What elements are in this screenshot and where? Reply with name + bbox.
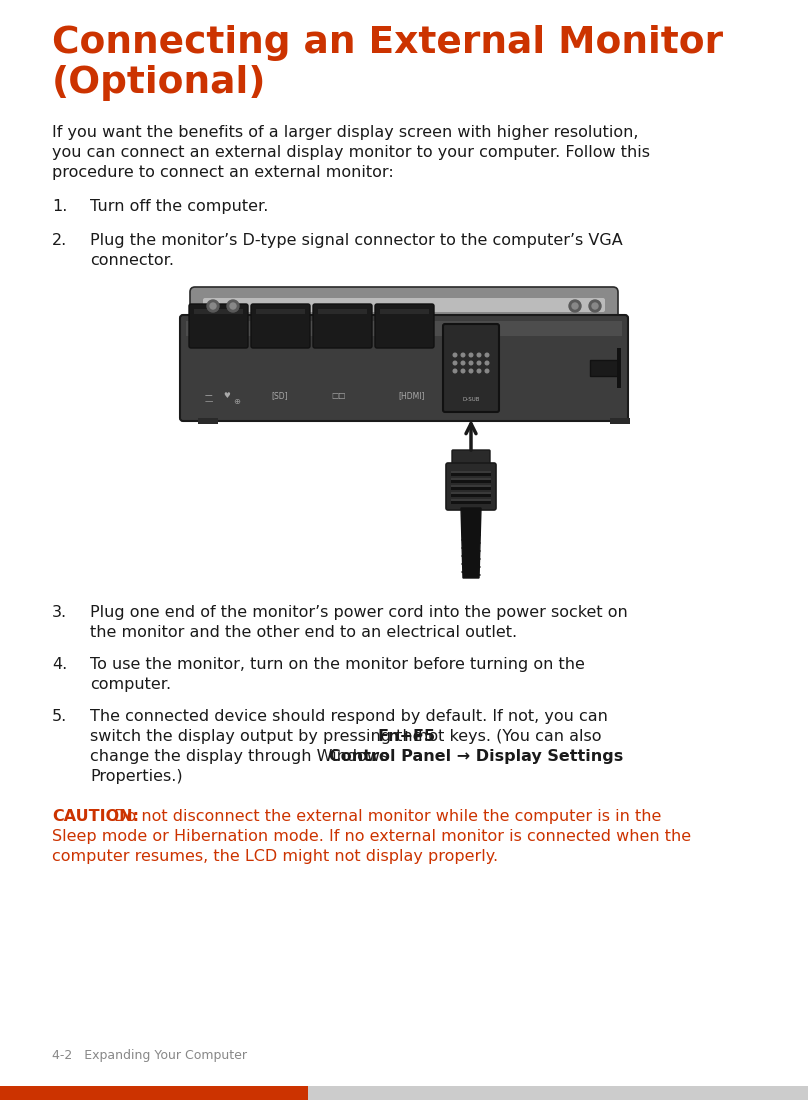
Text: D-SUB: D-SUB: [462, 397, 480, 402]
Circle shape: [469, 361, 473, 365]
Text: 5.: 5.: [52, 709, 67, 724]
Bar: [451, 473, 491, 476]
Circle shape: [469, 353, 473, 356]
Polygon shape: [461, 508, 481, 578]
Text: (Optional): (Optional): [52, 65, 267, 101]
Text: 1.: 1.: [52, 199, 67, 214]
Text: [SD]: [SD]: [271, 391, 288, 400]
Text: computer.: computer.: [90, 677, 171, 692]
Bar: [256, 309, 305, 314]
Text: To use the monitor, turn on the monitor before turning on the: To use the monitor, turn on the monitor …: [90, 657, 585, 672]
Circle shape: [478, 361, 481, 365]
FancyBboxPatch shape: [189, 304, 248, 349]
FancyBboxPatch shape: [203, 297, 605, 312]
Text: Sleep mode or Hibernation mode. If no external monitor is connected when the: Sleep mode or Hibernation mode. If no ex…: [52, 829, 691, 844]
Text: Properties.): Properties.): [90, 769, 183, 784]
Bar: [198, 418, 218, 424]
Text: procedure to connect an external monitor:: procedure to connect an external monitor…: [52, 165, 393, 180]
FancyBboxPatch shape: [443, 324, 499, 412]
Bar: [451, 500, 491, 501]
Bar: [451, 487, 491, 490]
Circle shape: [478, 353, 481, 356]
Circle shape: [453, 353, 457, 356]
FancyBboxPatch shape: [251, 304, 310, 349]
Bar: [194, 309, 243, 314]
FancyBboxPatch shape: [375, 304, 434, 349]
Text: you can connect an external display monitor to your computer. Follow this: you can connect an external display moni…: [52, 145, 650, 160]
Bar: [610, 418, 630, 424]
Text: ♥: ♥: [223, 391, 229, 400]
Circle shape: [589, 300, 601, 312]
Circle shape: [572, 303, 578, 309]
Text: —: —: [205, 397, 213, 406]
Text: [HDMI]: [HDMI]: [398, 391, 424, 400]
Text: switch the display output by pressing the: switch the display output by pressing th…: [90, 729, 427, 744]
Circle shape: [230, 303, 236, 309]
Text: Connecting an External Monitor: Connecting an External Monitor: [52, 26, 723, 61]
Circle shape: [478, 370, 481, 373]
Circle shape: [469, 370, 473, 373]
Circle shape: [485, 353, 489, 356]
Text: CAUTION:: CAUTION:: [52, 809, 139, 824]
Circle shape: [461, 361, 465, 365]
Text: 4.: 4.: [52, 657, 67, 672]
Bar: [308, 1086, 808, 1100]
Bar: [318, 309, 367, 314]
FancyBboxPatch shape: [446, 463, 496, 509]
Text: connector.: connector.: [90, 253, 174, 268]
Text: Control Panel → Display Settings: Control Panel → Display Settings: [330, 749, 624, 764]
Text: change the display through Windows: change the display through Windows: [90, 749, 393, 764]
Circle shape: [453, 361, 457, 365]
Circle shape: [461, 370, 465, 373]
Text: computer resumes, the LCD might not display properly.: computer resumes, the LCD might not disp…: [52, 849, 498, 864]
Text: Plug one end of the monitor’s power cord into the power socket on: Plug one end of the monitor’s power cord…: [90, 605, 628, 620]
Bar: [451, 485, 491, 487]
Text: If you want the benefits of a larger display screen with higher resolution,: If you want the benefits of a larger dis…: [52, 125, 638, 140]
Bar: [186, 321, 622, 336]
FancyBboxPatch shape: [180, 315, 628, 421]
Bar: [0, 1086, 308, 1100]
Circle shape: [485, 361, 489, 365]
Circle shape: [227, 300, 239, 312]
Text: the monitor and the other end to an electrical outlet.: the monitor and the other end to an elec…: [90, 625, 517, 640]
Bar: [451, 480, 491, 483]
Text: □□: □□: [331, 391, 346, 400]
Text: 3.: 3.: [52, 605, 67, 620]
FancyBboxPatch shape: [452, 450, 490, 466]
Text: ⊕: ⊕: [233, 397, 240, 406]
Text: —: —: [205, 391, 213, 400]
Bar: [451, 501, 491, 504]
Circle shape: [485, 370, 489, 373]
Text: 4-2   Expanding Your Computer: 4-2 Expanding Your Computer: [52, 1049, 247, 1061]
Bar: [451, 471, 491, 473]
Text: Do not disconnect the external monitor while the computer is in the: Do not disconnect the external monitor w…: [109, 809, 662, 824]
Bar: [451, 478, 491, 480]
Circle shape: [210, 303, 216, 309]
FancyBboxPatch shape: [190, 287, 618, 325]
Text: hot keys. (You can also: hot keys. (You can also: [414, 729, 602, 744]
Circle shape: [453, 370, 457, 373]
Circle shape: [592, 303, 598, 309]
Bar: [590, 360, 618, 376]
FancyBboxPatch shape: [313, 304, 372, 349]
Bar: [451, 492, 491, 494]
Circle shape: [207, 300, 219, 312]
Bar: [617, 349, 621, 388]
Text: The connected device should respond by default. If not, you can: The connected device should respond by d…: [90, 709, 608, 724]
Circle shape: [569, 300, 581, 312]
Text: Fn+F5: Fn+F5: [377, 729, 436, 744]
Circle shape: [461, 353, 465, 356]
Text: Plug the monitor’s D-type signal connector to the computer’s VGA: Plug the monitor’s D-type signal connect…: [90, 233, 623, 248]
Bar: [451, 494, 491, 497]
Text: 2.: 2.: [52, 233, 67, 248]
Bar: [380, 309, 429, 314]
Text: Turn off the computer.: Turn off the computer.: [90, 199, 268, 214]
